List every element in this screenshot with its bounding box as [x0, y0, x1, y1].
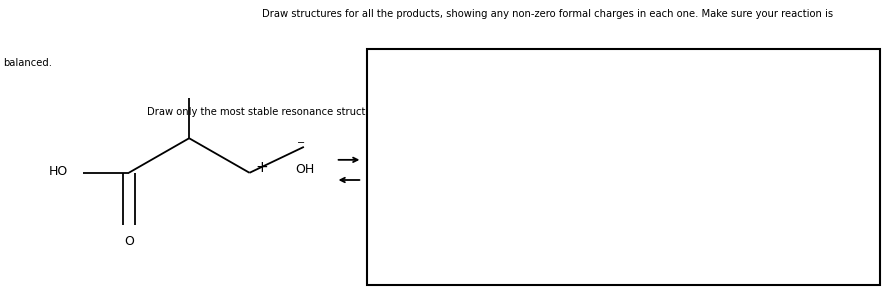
Text: Draw structures for all the products, showing any non-zero formal charges in eac: Draw structures for all the products, sh… [262, 9, 833, 19]
Text: HO: HO [49, 165, 68, 178]
Text: +: + [256, 160, 268, 175]
Text: Draw only the most stable resonance structure for each product.: Draw only the most stable resonance stru… [147, 107, 470, 117]
Text: −: − [297, 138, 305, 147]
Bar [367, 49, 880, 285]
Text: O: O [124, 235, 135, 248]
Text: OH: OH [295, 163, 314, 177]
Text: balanced.: balanced. [3, 58, 52, 68]
